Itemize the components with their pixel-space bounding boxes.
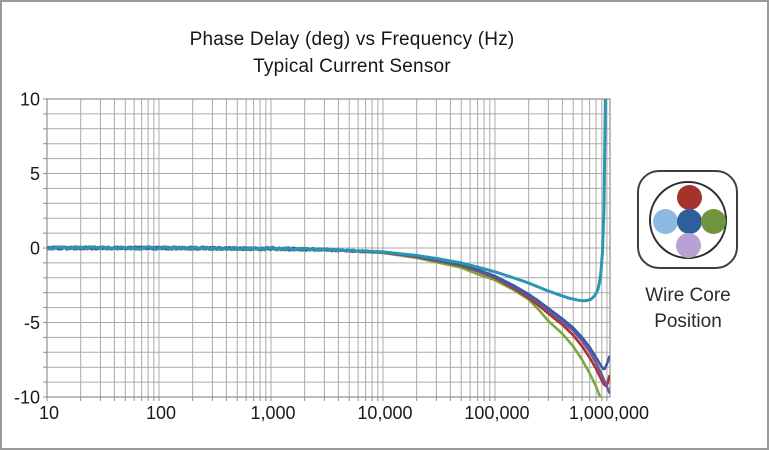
series-green-line bbox=[47, 245, 602, 397]
legend-label-line1: Wire Core bbox=[645, 285, 731, 306]
x-tick-label: 10,000 bbox=[357, 403, 412, 423]
x-tick-label: 1,000 bbox=[250, 403, 295, 423]
x-tick-label: 100 bbox=[146, 403, 176, 423]
y-tick-label: -5 bbox=[24, 313, 40, 333]
chart-title: Phase Delay (deg) vs Frequency (Hz) bbox=[189, 29, 515, 50]
y-tick-label: 0 bbox=[30, 239, 40, 259]
series-purple-line bbox=[47, 245, 610, 394]
chart-subtitle: Typical Current Sensor bbox=[253, 56, 451, 77]
legend-box bbox=[637, 170, 738, 269]
x-tick-label: 10 bbox=[39, 403, 59, 423]
wire-position-dot-left bbox=[652, 208, 678, 234]
legend-label: Wire Core Position bbox=[622, 283, 754, 335]
y-tick-label: 5 bbox=[30, 164, 40, 184]
wire-position-dot-right bbox=[700, 208, 726, 234]
wire-position-dot-top bbox=[676, 184, 702, 210]
series-teal-line bbox=[47, 99, 607, 303]
x-tick-label: 100,000 bbox=[464, 403, 529, 423]
y-tick-label: -10 bbox=[14, 388, 40, 408]
wire-position-dot-bottom bbox=[675, 232, 701, 258]
x-tick-label: 1,000,000 bbox=[569, 403, 649, 423]
wire-position-dot-center bbox=[676, 208, 702, 234]
wire-core-diagram bbox=[649, 181, 727, 259]
y-tick-label: 10 bbox=[20, 90, 40, 110]
series-red-line bbox=[47, 245, 610, 388]
legend-label-line2: Position bbox=[654, 311, 722, 332]
chart-title-block: Phase Delay (deg) vs Frequency (Hz) Typi… bbox=[72, 26, 632, 80]
